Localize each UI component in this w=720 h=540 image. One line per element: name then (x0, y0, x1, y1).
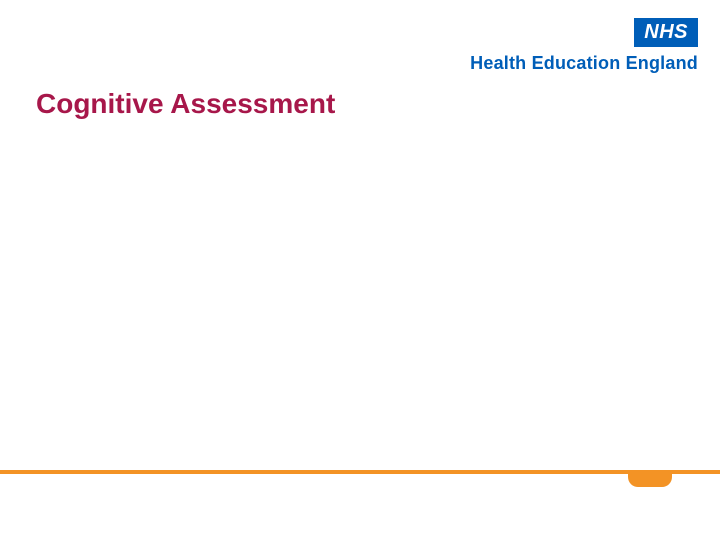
page-title: Cognitive Assessment (36, 88, 335, 120)
header-logo: NHS Health Education England (470, 18, 698, 74)
bottom-divider (0, 470, 720, 474)
slide: NHS Health Education England Cognitive A… (0, 0, 720, 540)
divider-tab (628, 473, 672, 487)
divider-rule (0, 470, 720, 474)
hee-subtitle: Health Education England (470, 53, 698, 74)
nhs-lozenge: NHS (634, 18, 698, 47)
